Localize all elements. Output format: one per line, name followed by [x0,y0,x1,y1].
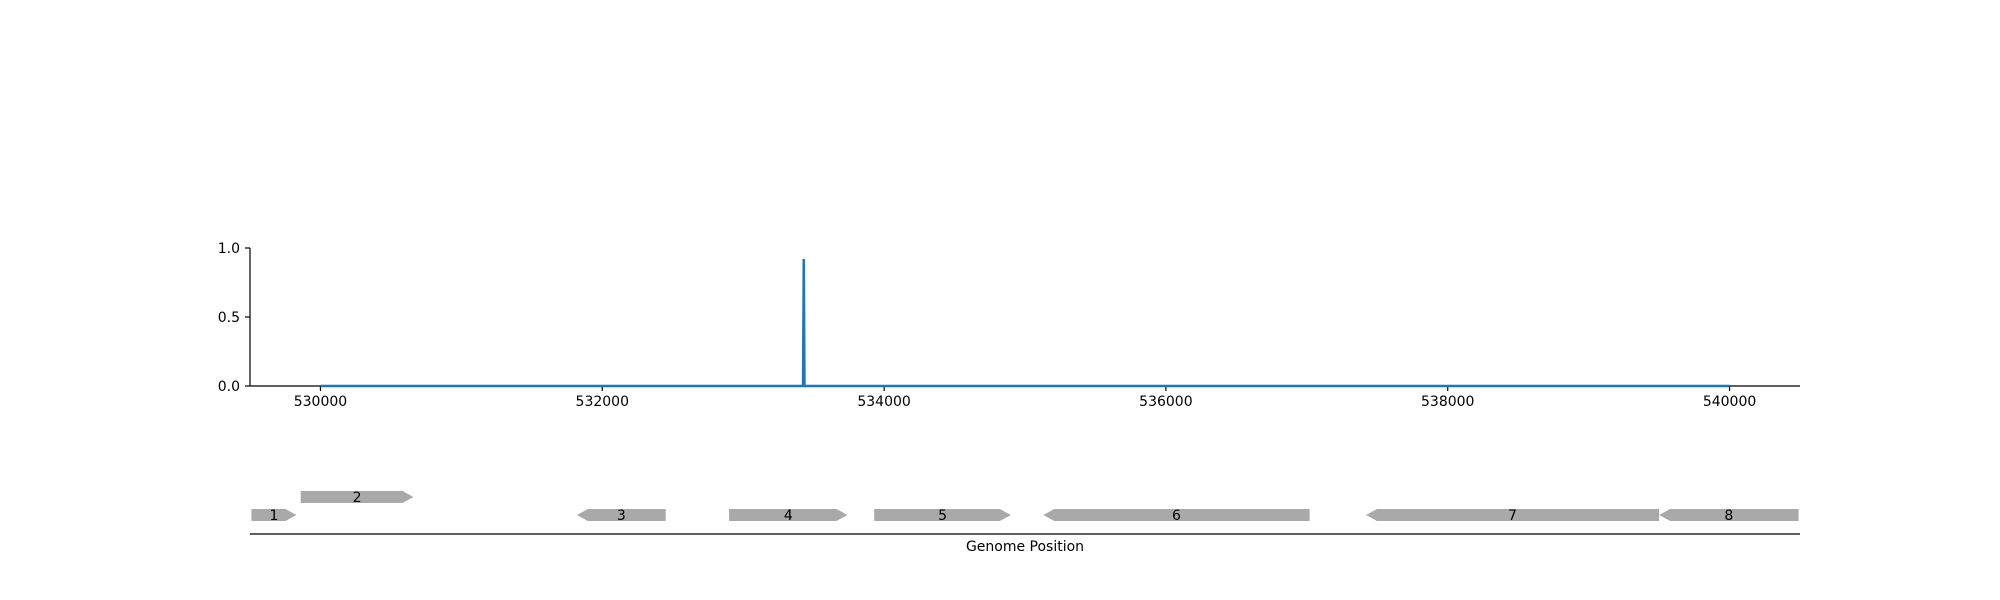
coverage-line [320,259,1730,388]
gene-arrow [576,509,666,521]
gene-label: 6 [1172,508,1181,524]
x-tick-label: 534000 [857,394,910,410]
genome-axis-label: Genome Position [966,539,1084,555]
gene-arrow [1366,509,1660,521]
genes: 1 2 3 4 5 6 7 8 [251,490,1799,524]
gene-label: 4 [784,508,793,524]
gene-label: 5 [938,508,947,524]
x-tick-label: 536000 [1139,394,1192,410]
x-ticks: 530000 532000 534000 536000 538000 540000 [294,386,1756,410]
y-tick-label: 1.0 [218,241,240,257]
gene-arrow [1043,509,1310,521]
gene-arrow [729,509,848,521]
gene-label: 8 [1724,508,1733,524]
x-tick-label: 540000 [1703,394,1756,410]
gene-label: 7 [1508,508,1517,524]
y-tick-label: 0.5 [218,310,240,326]
x-tick-label: 532000 [576,394,629,410]
gene-arrow [874,509,1011,521]
gene-arrow [1659,509,1799,521]
x-tick-label: 538000 [1421,394,1474,410]
gene-label: 2 [353,490,362,506]
y-ticks: 0.0 0.5 1.0 [218,241,250,395]
gene-arrow [300,491,414,503]
coverage-plot: 0.0 0.5 1.0 530000 532000 534000 536000 538000… [218,241,1800,410]
y-tick-label: 0.0 [218,379,240,395]
gene-track: 1 2 3 4 5 6 7 8 Genome Position [250,490,1800,555]
x-tick-label: 530000 [294,394,347,410]
gene-arrow [251,509,297,521]
gene-label: 1 [270,508,279,524]
gene-label: 3 [617,508,626,524]
